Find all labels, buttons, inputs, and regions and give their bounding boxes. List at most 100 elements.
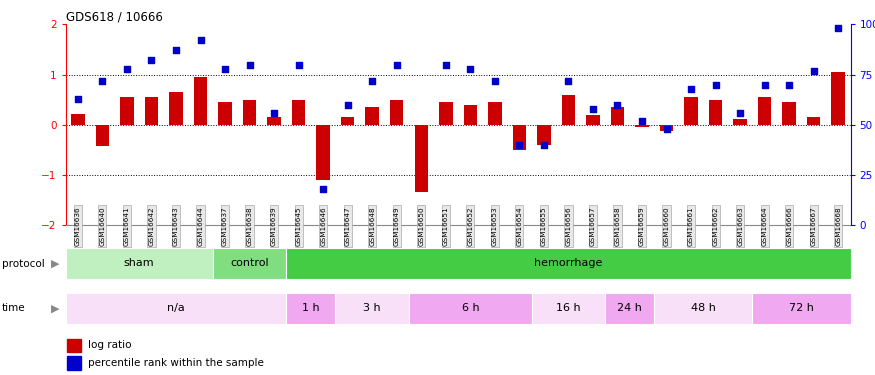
Point: [586, 106, 600, 112]
Bar: [782, 102, 796, 125]
Point: [242, 62, 256, 68]
Bar: [606, 292, 654, 324]
Text: GSM16649: GSM16649: [394, 206, 400, 246]
Bar: [488, 102, 501, 125]
Point: [611, 102, 625, 108]
Point: [782, 82, 796, 88]
Text: 3 h: 3 h: [363, 303, 381, 313]
Text: GSM16645: GSM16645: [296, 206, 302, 246]
Text: 1 h: 1 h: [302, 303, 319, 313]
Text: protocol: protocol: [2, 259, 45, 268]
Text: GSM16650: GSM16650: [418, 206, 424, 246]
Bar: [660, 124, 673, 131]
Text: 72 h: 72 h: [789, 303, 814, 313]
Bar: [366, 107, 379, 124]
Text: GDS618 / 10666: GDS618 / 10666: [66, 10, 163, 23]
Text: GSM16659: GSM16659: [639, 206, 645, 246]
Text: GSM16654: GSM16654: [516, 206, 522, 246]
Point: [513, 142, 527, 148]
Bar: [562, 94, 575, 124]
Bar: [67, 356, 81, 370]
Point: [684, 86, 698, 92]
Bar: [213, 248, 286, 279]
Text: GSM16666: GSM16666: [786, 206, 792, 246]
Text: GSM16667: GSM16667: [811, 206, 816, 246]
Point: [488, 78, 502, 84]
Point: [95, 78, 109, 84]
Point: [464, 66, 478, 72]
Point: [144, 57, 158, 63]
Text: GSM16644: GSM16644: [198, 206, 204, 246]
Text: 48 h: 48 h: [691, 303, 716, 313]
Point: [340, 102, 354, 108]
Text: GSM16664: GSM16664: [761, 206, 767, 246]
Point: [218, 66, 232, 72]
Text: n/a: n/a: [167, 303, 185, 313]
Bar: [66, 248, 213, 279]
Text: GSM16636: GSM16636: [75, 206, 80, 246]
Bar: [654, 292, 752, 324]
Bar: [439, 102, 452, 125]
Text: GSM16661: GSM16661: [688, 206, 694, 246]
Text: control: control: [230, 258, 269, 268]
Text: GSM16646: GSM16646: [320, 206, 326, 246]
Bar: [268, 117, 281, 124]
Point: [438, 62, 452, 68]
Bar: [67, 339, 81, 352]
Text: percentile rank within the sample: percentile rank within the sample: [88, 358, 263, 369]
Bar: [95, 124, 109, 146]
Bar: [243, 100, 256, 124]
Bar: [341, 117, 354, 124]
Bar: [335, 292, 409, 324]
Point: [635, 118, 649, 124]
Bar: [611, 107, 624, 124]
Point: [71, 96, 85, 102]
Bar: [752, 292, 850, 324]
Text: GSM16643: GSM16643: [173, 206, 179, 246]
Point: [709, 82, 723, 88]
Bar: [831, 72, 845, 124]
Text: hemorrhage: hemorrhage: [535, 258, 603, 268]
Point: [831, 26, 845, 32]
Bar: [317, 124, 330, 180]
Bar: [286, 292, 335, 324]
Bar: [286, 248, 850, 279]
Bar: [464, 105, 477, 125]
Text: GSM16641: GSM16641: [124, 206, 130, 246]
Bar: [415, 124, 428, 192]
Point: [562, 78, 576, 84]
Point: [193, 38, 207, 44]
Text: 6 h: 6 h: [461, 303, 480, 313]
Text: GSM16658: GSM16658: [614, 206, 620, 246]
Point: [660, 126, 674, 132]
Point: [414, 206, 428, 212]
Text: 16 h: 16 h: [556, 303, 581, 313]
Bar: [120, 97, 134, 124]
Point: [120, 66, 134, 72]
Text: GSM16653: GSM16653: [492, 206, 498, 246]
Text: time: time: [2, 303, 25, 313]
Bar: [537, 124, 550, 145]
Bar: [169, 92, 183, 124]
Text: GSM16655: GSM16655: [541, 206, 547, 246]
Point: [291, 62, 305, 68]
Bar: [71, 114, 85, 125]
Point: [758, 82, 772, 88]
Text: 24 h: 24 h: [618, 303, 642, 313]
Bar: [733, 118, 747, 124]
Bar: [292, 100, 305, 124]
Text: GSM16668: GSM16668: [836, 206, 841, 246]
Point: [169, 48, 183, 54]
Bar: [409, 292, 532, 324]
Text: GSM16648: GSM16648: [369, 206, 375, 246]
Text: GSM16639: GSM16639: [271, 206, 277, 246]
Bar: [709, 100, 723, 124]
Text: ▶: ▶: [51, 303, 60, 313]
Bar: [532, 292, 606, 324]
Text: GSM16638: GSM16638: [247, 206, 253, 246]
Bar: [684, 97, 698, 124]
Point: [316, 186, 330, 192]
Text: sham: sham: [124, 258, 155, 268]
Text: ▶: ▶: [51, 259, 60, 268]
Bar: [390, 100, 403, 124]
